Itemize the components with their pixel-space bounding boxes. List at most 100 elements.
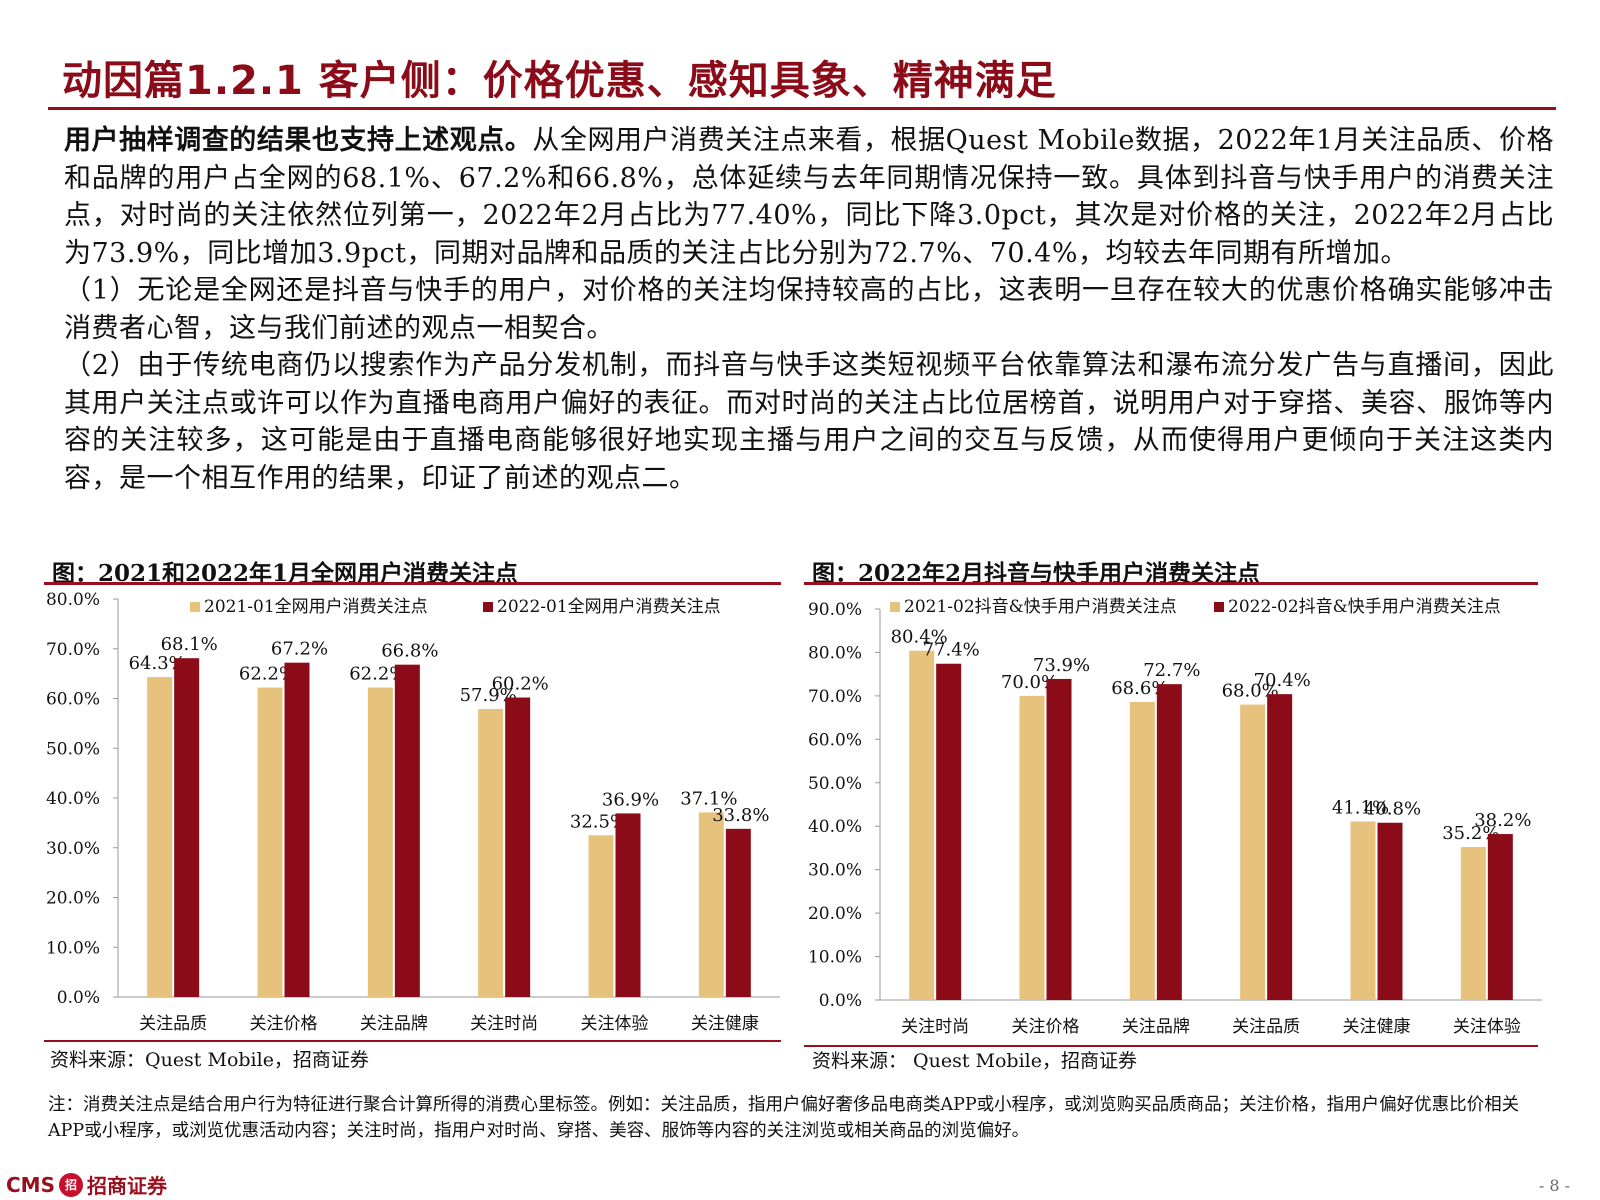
bar-1-3 (367, 687, 393, 997)
figure-1-source: 资料来源：Quest Mobile，招商证券 (50, 1049, 369, 1071)
bar-2-4 (1267, 694, 1293, 1000)
chart-2: 0.0% 10.0% 20.0% 30.0% 40.0% 50.0% 60.0% 70.0% 8… (808, 597, 1542, 1037)
data-label-2-1: 68.1% (161, 634, 218, 655)
y-tick-label: 90.0% (808, 600, 862, 620)
data-label-2-6: 33.8% (712, 805, 769, 826)
y-tick-label: 0.0% (57, 988, 100, 1008)
legend-label-1: 2021-01全网用户消费关注点 (204, 597, 428, 617)
paragraph-1: 用户抽样调查的结果也支持上述观点。从全网用户消费关注点来看，根据Quest Mo… (64, 122, 1554, 272)
chart-1: 0.0% 10.0% 20.0% 30.0% 40.0% 50.0% 60.0% 70.0% 8… (46, 590, 780, 1034)
data-label-1-4: 57.9% (460, 685, 517, 706)
body-text: 用户抽样调查的结果也支持上述观点。从全网用户消费关注点来看，根据Quest Mo… (64, 122, 1554, 497)
data-label-1-1: 64.3% (129, 653, 186, 674)
x-tick-label: 关注品质 (1232, 1017, 1300, 1037)
bar-1-6 (1460, 847, 1486, 1000)
y-tick-label: 20.0% (46, 889, 100, 909)
bar-2-4 (505, 697, 531, 997)
bar-1-5 (588, 835, 614, 997)
bar-1-6 (698, 812, 724, 997)
data-label-2-1: 77.4% (923, 640, 980, 661)
bar-1-1 (147, 677, 173, 997)
y-tick-label: 20.0% (808, 904, 862, 924)
title-divider (48, 107, 1556, 110)
x-tick-label: 关注品质 (139, 1014, 207, 1034)
data-label-2-3: 72.7% (1143, 660, 1200, 681)
x-tick-label: 关注时尚 (470, 1014, 538, 1034)
data-label-1-3: 62.2% (349, 664, 406, 685)
bar-1-1 (909, 650, 935, 1000)
bar-2-6 (725, 828, 751, 997)
figure-2-bottom-rule (804, 1045, 1538, 1047)
y-tick-label: 10.0% (46, 938, 100, 958)
legend-label-2: 2022-01全网用户消费关注点 (497, 597, 721, 617)
x-tick-label: 关注健康 (1343, 1017, 1411, 1037)
y-tick-label: 10.0% (808, 948, 862, 968)
data-label-1-2: 62.2% (239, 664, 296, 685)
bar-1-2 (1019, 695, 1045, 1000)
bar-1-4 (1240, 704, 1266, 1000)
data-label-2-2: 67.2% (271, 639, 328, 660)
data-label-2-4: 70.4% (1254, 670, 1311, 691)
data-label-1-5: 41.1% (1332, 797, 1389, 818)
bar-1-4 (478, 708, 504, 997)
x-tick-label: 关注时尚 (901, 1017, 969, 1037)
y-tick-label: 80.0% (808, 643, 862, 663)
page-number: - 8 - (1538, 1176, 1570, 1195)
y-tick-label: 50.0% (46, 739, 100, 759)
legend-swatch-2 (483, 602, 493, 612)
logo-cn-text: 招商证券 (86, 1174, 167, 1198)
bar-2-2 (1046, 678, 1072, 1000)
data-label-2-3: 66.8% (381, 641, 438, 662)
logo-cms-text: CMS (6, 1172, 55, 1197)
data-label-1-6: 37.1% (680, 788, 737, 809)
y-tick-label: 0.0% (819, 991, 862, 1011)
figure-1-top-rule (44, 582, 781, 585)
paragraph-2: （1）无论是全网还是抖音与快手的用户，对价格的关注均保持较高的占比，这表明一旦存… (64, 275, 1554, 344)
x-tick-label: 关注体验 (581, 1014, 649, 1034)
data-label-2-6: 38.2% (1474, 810, 1531, 831)
data-label-1-5: 32.5% (570, 811, 627, 832)
lead-sentence: 用户抽样调查的结果也支持上述观点。 (64, 125, 533, 156)
data-label-2-2: 73.9% (1033, 655, 1090, 676)
bar-2-5 (615, 813, 641, 997)
y-tick-label: 50.0% (808, 774, 862, 794)
legend-swatch-1 (190, 602, 200, 612)
x-tick-label: 关注价格 (250, 1014, 318, 1034)
data-label-2-4: 60.2% (492, 674, 549, 695)
footnote: 注：消费关注点是结合用户行为特征进行聚合计算所得的消费心里标签。例如：关注品质，… (48, 1095, 1520, 1141)
data-label-1-3: 68.6% (1111, 678, 1168, 699)
data-label-1-1: 80.4% (891, 627, 948, 648)
brand-logo: CMS 招 招商证券 (6, 1170, 167, 1199)
bar-2-6 (1487, 834, 1513, 1000)
page-title: 动因篇1.2.1 客户侧：价格优惠、感知具象、精神满足 (62, 58, 1057, 104)
legend-label-2: 2022-02抖音&快手用户消费关注点 (1228, 597, 1501, 617)
data-label-2-5: 36.9% (602, 789, 659, 810)
legend-label-1: 2021-02抖音&快手用户消费关注点 (904, 597, 1177, 617)
y-tick-label: 40.0% (808, 817, 862, 837)
paragraph-1-text: 从全网用户消费关注点来看，根据Quest Mobile数据，2022年1月关注品… (64, 125, 1554, 269)
bar-1-5 (1350, 821, 1376, 1000)
bar-1-2 (257, 687, 283, 997)
data-label-1-4: 68.0% (1222, 681, 1279, 702)
bar-2-1 (936, 663, 962, 1000)
x-tick-label: 关注体验 (1453, 1017, 1521, 1037)
data-label-2-5: 40.8% (1364, 799, 1421, 820)
bar-2-3 (394, 664, 420, 997)
bar-2-5 (1377, 822, 1403, 1000)
data-label-1-6: 35.2% (1442, 823, 1499, 844)
y-tick-label: 60.0% (808, 730, 862, 750)
data-label-1-2: 70.0% (1001, 672, 1058, 693)
y-tick-label: 70.0% (46, 640, 100, 660)
x-tick-label: 关注健康 (691, 1014, 759, 1034)
logo-emblem-icon: 招 (58, 1172, 83, 1197)
paragraph-3: （2）由于传统电商仍以搜索作为产品分发机制，而抖音与快手这类短视频平台依靠算法和… (64, 350, 1554, 494)
x-tick-label: 关注品牌 (360, 1014, 428, 1034)
bar-2-3 (1156, 684, 1182, 1000)
figure-1-bottom-rule (44, 1040, 781, 1042)
y-tick-label: 40.0% (46, 789, 100, 809)
bar-2-2 (284, 662, 310, 997)
legend-swatch-2 (1214, 602, 1224, 612)
bar-2-1 (174, 658, 200, 997)
y-tick-label: 60.0% (46, 690, 100, 710)
x-tick-label: 关注品牌 (1122, 1017, 1190, 1037)
